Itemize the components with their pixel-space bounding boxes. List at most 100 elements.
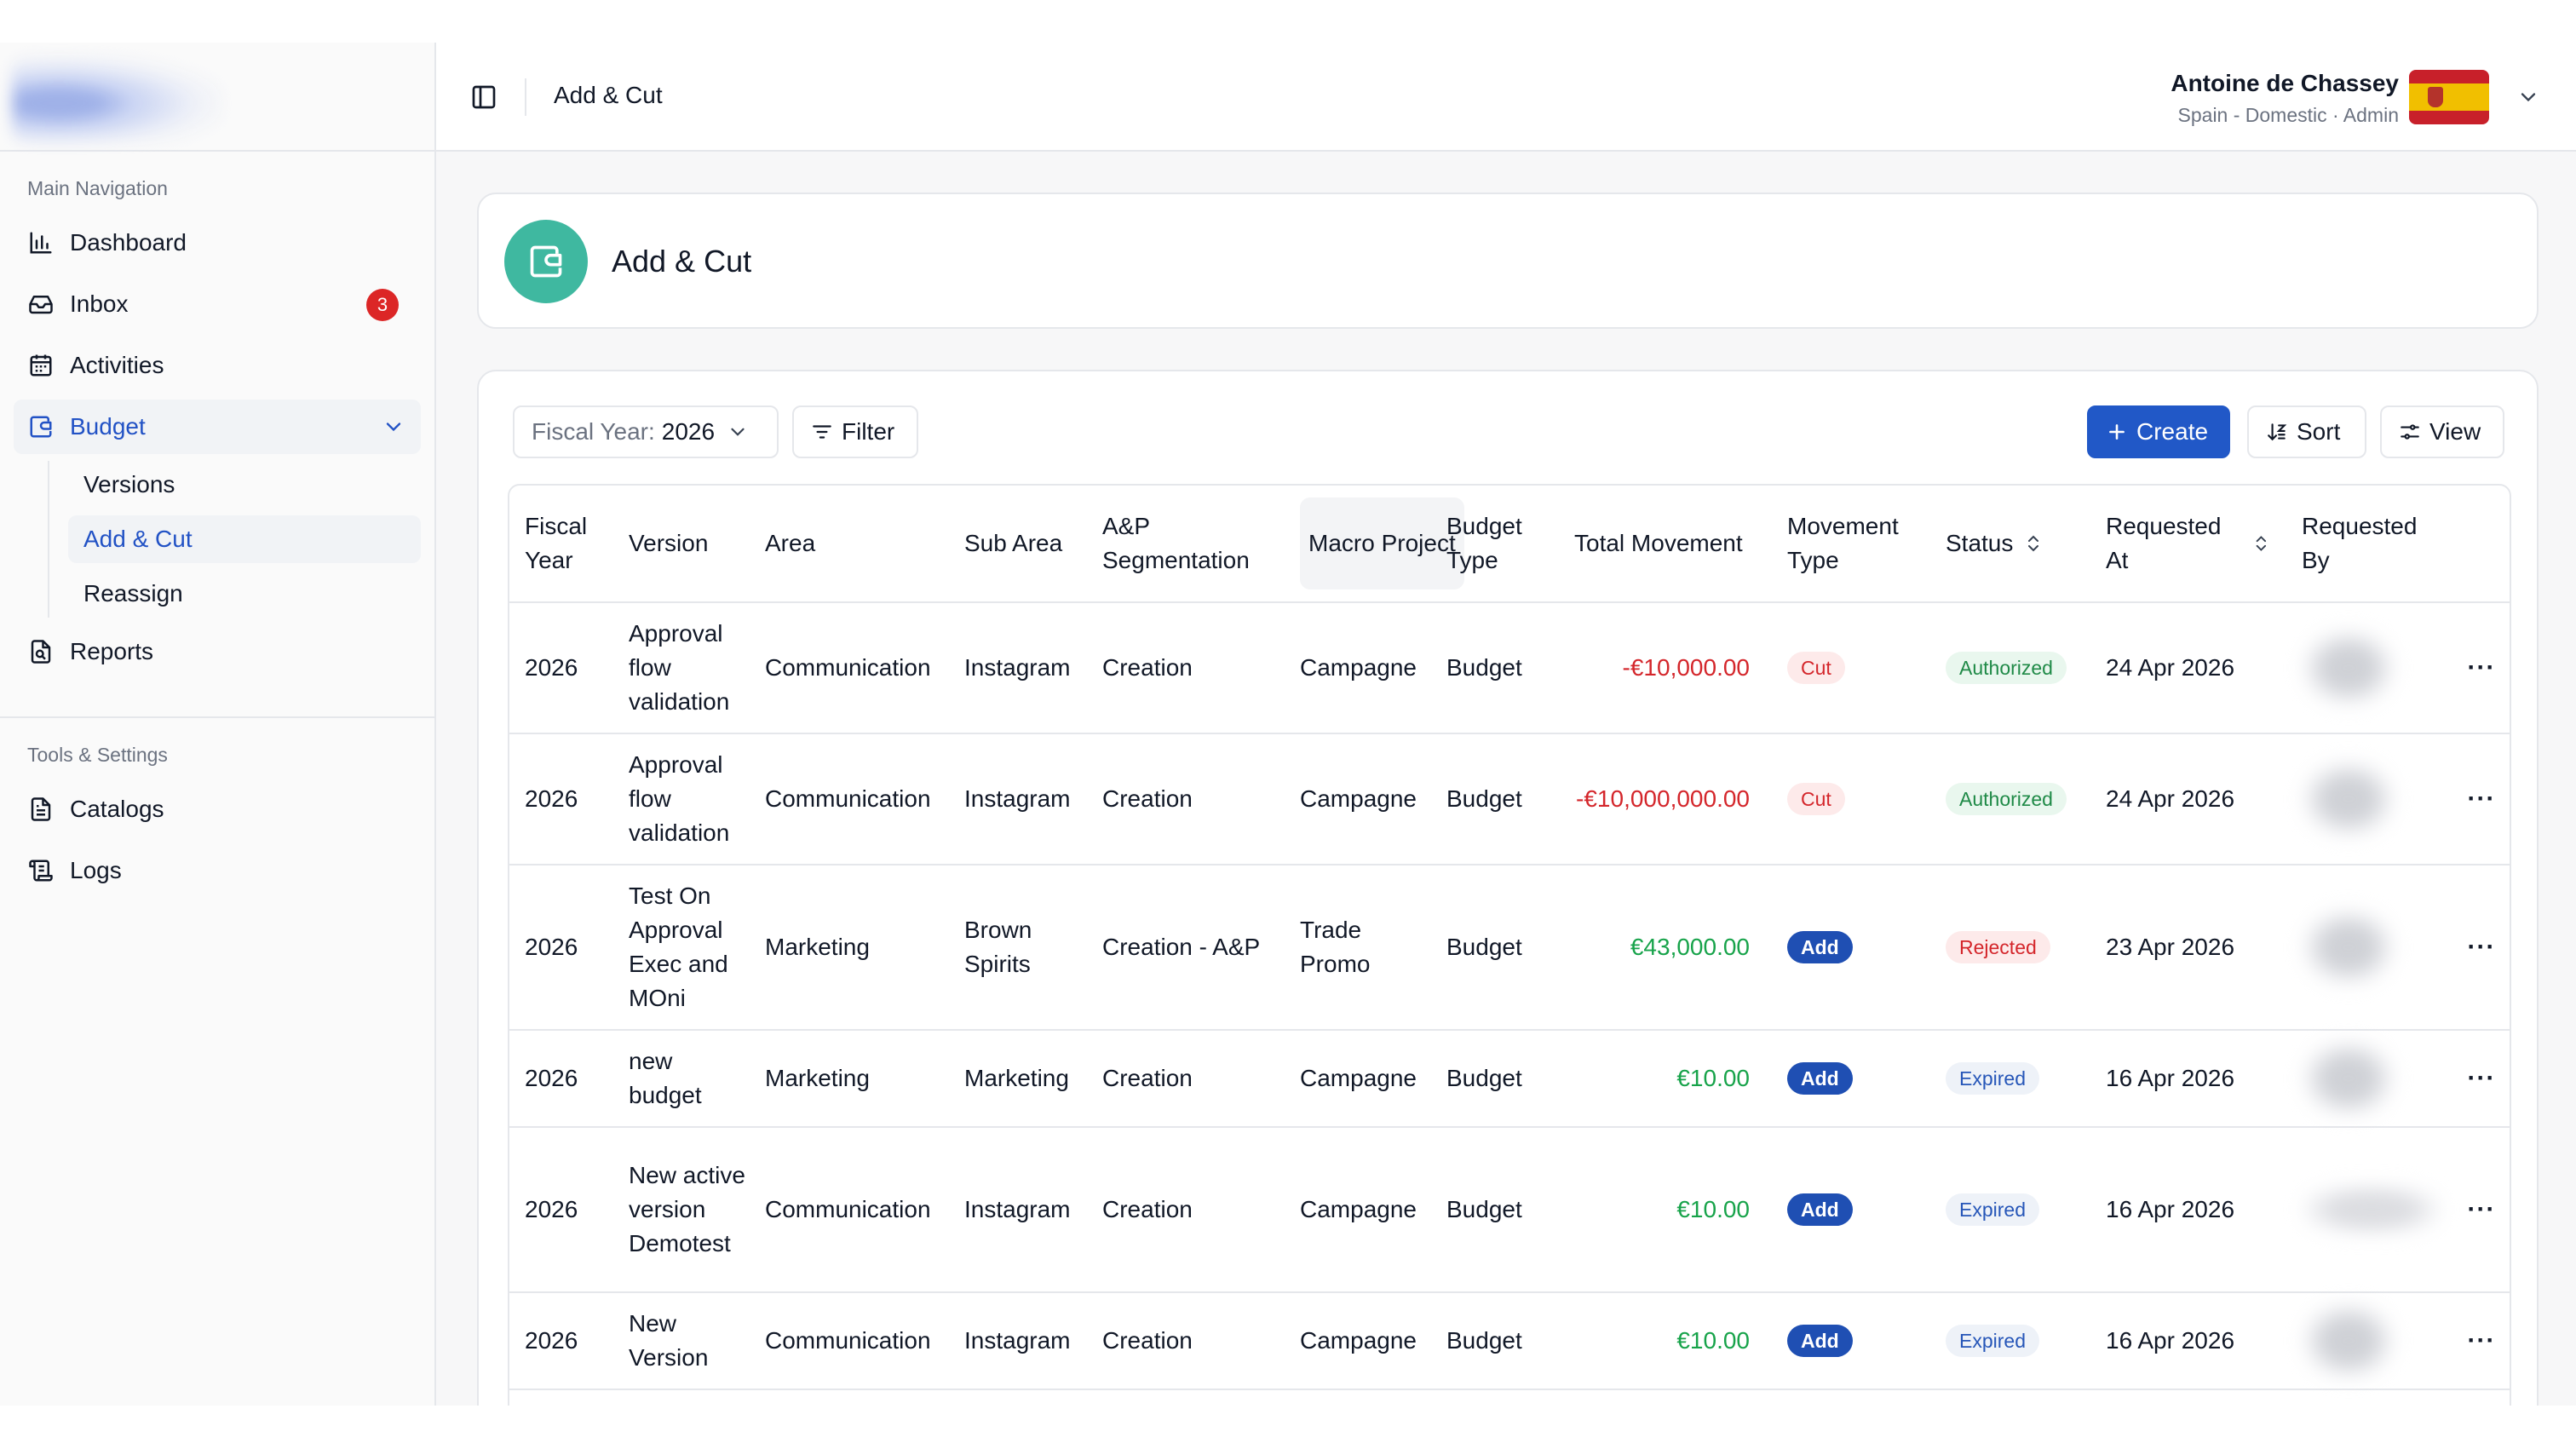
col-requested-at-header[interactable]: Requested At: [2085, 486, 2280, 601]
cell-area: Communication: [765, 654, 931, 681]
blurred-logo[interactable]: [12, 55, 223, 143]
user-name[interactable]: Antoine de Chassey: [2171, 70, 2399, 96]
cell-sub-area: Marketing: [964, 1065, 1069, 1091]
sidebar-subitem-add-cut[interactable]: Add & Cut: [68, 515, 421, 563]
cell-fiscal-year: 2026: [525, 1196, 578, 1222]
cell-movement-type: Add: [1758, 865, 1920, 1029]
table-row[interactable]: 2026 Approval flow validation Communicat…: [509, 603, 2510, 734]
col-requested-by: Requested By: [2302, 513, 2418, 573]
sidebar-item-inbox[interactable]: Inbox 3: [14, 277, 421, 331]
chevron-down-icon[interactable]: [382, 415, 405, 439]
cell-requested-by: [2280, 1293, 2450, 1389]
table-row[interactable]: 2026 new budget Marketing Marketing Crea…: [509, 1031, 2510, 1128]
cell-budget-type: Budget: [1446, 785, 1522, 812]
cell-requested-by: [2280, 734, 2450, 864]
cell-macro-project: Campagne: [1300, 1065, 1417, 1091]
movement-badge: Add: [1787, 1193, 1853, 1226]
cell-requested-by: [2280, 1128, 2450, 1291]
main-content: Add & Cut Antoine de Chassey Spain - Dom…: [436, 43, 2576, 1406]
blurred-requester: [2302, 761, 2395, 837]
view-button[interactable]: View: [2380, 405, 2504, 458]
sidebar-item-catalogs[interactable]: Catalogs: [14, 782, 421, 837]
col-actions: [2450, 486, 2510, 601]
cell-area: Marketing: [765, 1065, 870, 1091]
row-actions-button[interactable]: ···: [2450, 1293, 2510, 1389]
cell-total-movement: €10.00: [1676, 1327, 1750, 1354]
cell-total-movement: €10.00: [1676, 1065, 1750, 1091]
cell-budget-type: Budget: [1446, 1065, 1522, 1091]
filter-label: Filter: [842, 418, 895, 445]
view-label: View: [2429, 418, 2481, 445]
sort-arrows-icon[interactable]: [2251, 532, 2271, 555]
status-badge: Expired: [1946, 1062, 2039, 1095]
cell-sub-area: Instagram: [964, 1196, 1071, 1222]
row-actions-button[interactable]: ···: [2450, 865, 2510, 1029]
cell-sub-area: Brown Spirits: [964, 917, 1032, 977]
col-macro-project: Macro Project: [1300, 497, 1464, 589]
sort-label: Sort: [2297, 418, 2341, 445]
sidebar-item-reports[interactable]: Reports: [14, 624, 421, 679]
cell-requested-by: [2280, 1031, 2450, 1126]
table-row[interactable]: 2026 Approval flow validation Communicat…: [509, 734, 2510, 865]
sidebar-item-logs[interactable]: Logs: [14, 843, 421, 898]
col-area: Area: [765, 530, 816, 556]
sidebar-divider: [0, 716, 434, 718]
row-actions-button[interactable]: ···: [2450, 734, 2510, 864]
cell-status: Authorized: [1920, 603, 2085, 733]
cell-fiscal-year: 2026: [525, 934, 578, 960]
cell-requested-by: [2280, 865, 2450, 1029]
row-actions-button[interactable]: ···: [2450, 1031, 2510, 1126]
table-card: Fiscal Year: 2026 Filter Create Sort Vie…: [477, 370, 2539, 1406]
sidebar-subitem-versions[interactable]: Versions: [83, 471, 175, 497]
spain-flag-icon[interactable]: [2409, 70, 2489, 124]
chevron-down-icon: [731, 428, 745, 436]
app-window: Main Navigation Dashboard Inbox 3 Activi…: [0, 43, 2576, 1406]
sidebar-toggle-icon[interactable]: [470, 83, 497, 111]
cell-requested-at: 23 Apr 2026: [2106, 934, 2235, 960]
table-row[interactable]: 2026 New active version Demotest Communi…: [509, 1128, 2510, 1293]
cell-macro-project: Campagne: [1300, 654, 1417, 681]
sidebar-item-dashboard[interactable]: Dashboard: [14, 216, 421, 270]
sidebar-item-label: Reports: [70, 638, 154, 664]
col-macro-project-wrap[interactable]: Macro Project: [1291, 486, 1464, 601]
table-row[interactable]: 2026 Test On Approval Exec and MOni Mark…: [509, 865, 2510, 1031]
cell-version: Test On Approval Exec and MOni: [629, 883, 728, 1011]
sort-button[interactable]: Sort: [2247, 405, 2366, 458]
cell-macro-project: Trade Promo: [1300, 917, 1371, 977]
row-actions-button[interactable]: ···: [2450, 603, 2510, 733]
col-status-header[interactable]: Status: [1920, 486, 2085, 601]
cell-segmentation: Creation: [1102, 1327, 1193, 1354]
col-budget-type: Budget Type: [1446, 513, 1522, 573]
table-row[interactable]: 2026 New Version Communication Instagram…: [509, 1293, 2510, 1390]
blurred-requester: [2302, 909, 2395, 986]
sidebar-item-budget[interactable]: Budget: [14, 400, 421, 454]
cell-status: Expired: [1920, 1031, 2085, 1126]
col-total-movement: Total Movement: [1574, 530, 1743, 556]
cell-requested-at: 16 Apr 2026: [2106, 1196, 2235, 1222]
col-fiscal-year: Fiscal Year: [525, 513, 588, 573]
cell-segmentation: Creation: [1102, 1196, 1193, 1222]
inbox-count-badge: 3: [366, 289, 399, 321]
tools-title: Tools & Settings: [27, 744, 168, 766]
top-bar: Add & Cut Antoine de Chassey Spain - Dom…: [436, 43, 2576, 152]
sort-arrows-icon[interactable]: [2023, 532, 2044, 555]
sidebar-subitem-reassign[interactable]: Reassign: [83, 580, 183, 607]
chevron-down-icon[interactable]: [2516, 85, 2540, 109]
cell-version: New active version Demotest: [629, 1162, 745, 1256]
table-header-row: Fiscal Year Version Area Sub Area A&P Se…: [509, 486, 2510, 603]
wallet-icon: [27, 413, 55, 440]
more-icon: ···: [2467, 1064, 2496, 1092]
cell-status: Authorized: [1920, 734, 2085, 864]
cell-status: Rejected: [1920, 865, 2085, 1029]
fiscal-year-select[interactable]: Fiscal Year: 2026: [513, 405, 779, 458]
sidebar-item-activities[interactable]: Activities: [14, 338, 421, 393]
movement-badge: Cut: [1787, 652, 1845, 684]
create-button[interactable]: Create: [2087, 405, 2230, 458]
page-title: Add & Cut: [612, 244, 752, 279]
row-actions-button[interactable]: ···: [2450, 1128, 2510, 1291]
table-row-partial: [509, 1390, 2510, 1406]
movement-badge: Add: [1787, 931, 1853, 963]
filter-button[interactable]: Filter: [792, 405, 918, 458]
cell-fiscal-year: 2026: [525, 1065, 578, 1091]
cell-total-movement: -€10,000,000.00: [1576, 785, 1750, 812]
